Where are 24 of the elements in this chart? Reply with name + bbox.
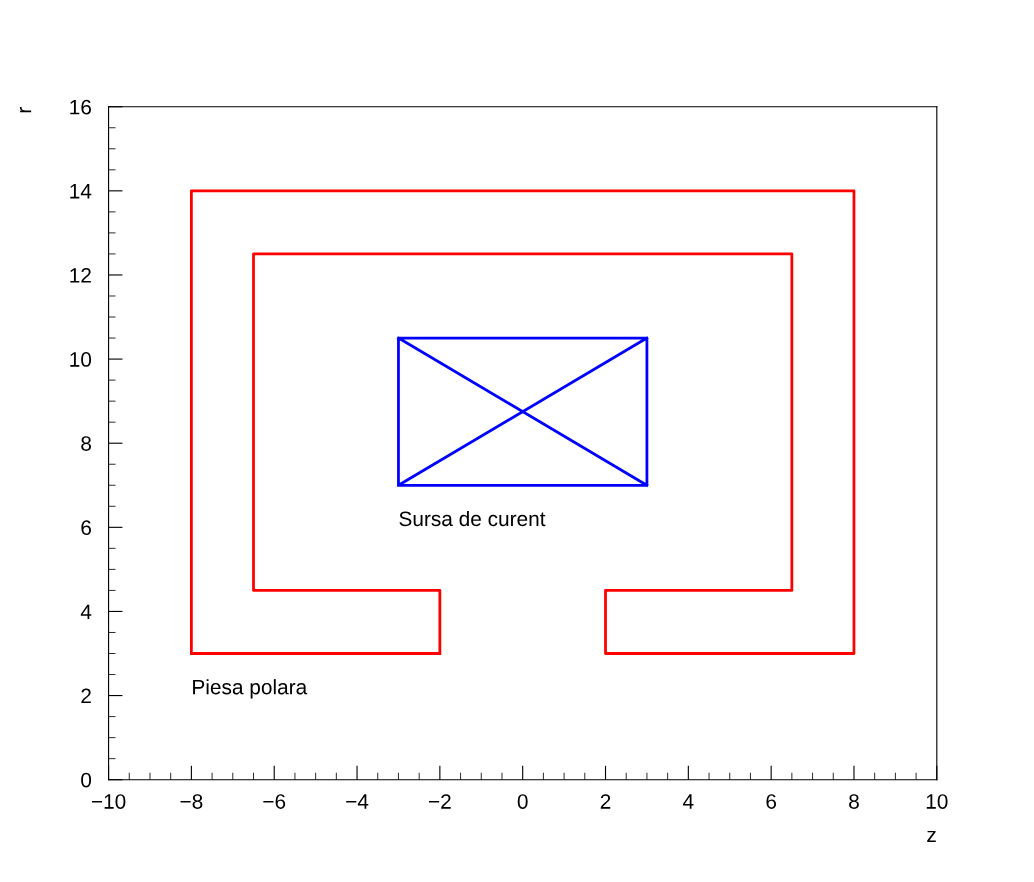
annotation: Sursa de curent	[399, 510, 546, 527]
annotation: Piesa polara	[193, 679, 308, 699]
x-tick-label: 0	[517, 794, 528, 809]
y-axis-title: r	[19, 107, 32, 113]
x-tick-label: 4	[683, 794, 694, 809]
x-tick-label: −6	[263, 794, 286, 809]
x-tick-label: 10	[926, 794, 948, 809]
x-tick-label: 8	[849, 794, 859, 809]
y-tick-label: 10	[70, 352, 92, 367]
x-tick-label: −8	[180, 794, 203, 809]
y-tick-label: 8	[81, 436, 91, 451]
y-tick-label: 4	[80, 604, 92, 619]
y-tick-label: 14	[70, 184, 92, 199]
x-tick-label: −4	[346, 794, 369, 809]
x-tick-label: 2	[600, 794, 611, 809]
y-tick-label: 6	[81, 520, 91, 536]
y-tick-label: 12	[70, 267, 91, 283]
x-tick-label: 6	[766, 794, 777, 809]
x-axis-title: z	[927, 830, 936, 842]
y-tick-label: 2	[81, 688, 91, 704]
x-tick-label: −10	[91, 794, 126, 809]
x-tick-label: −2	[429, 794, 451, 809]
y-tick-label: 0	[81, 772, 92, 788]
y-tick-label: 16	[70, 99, 91, 115]
